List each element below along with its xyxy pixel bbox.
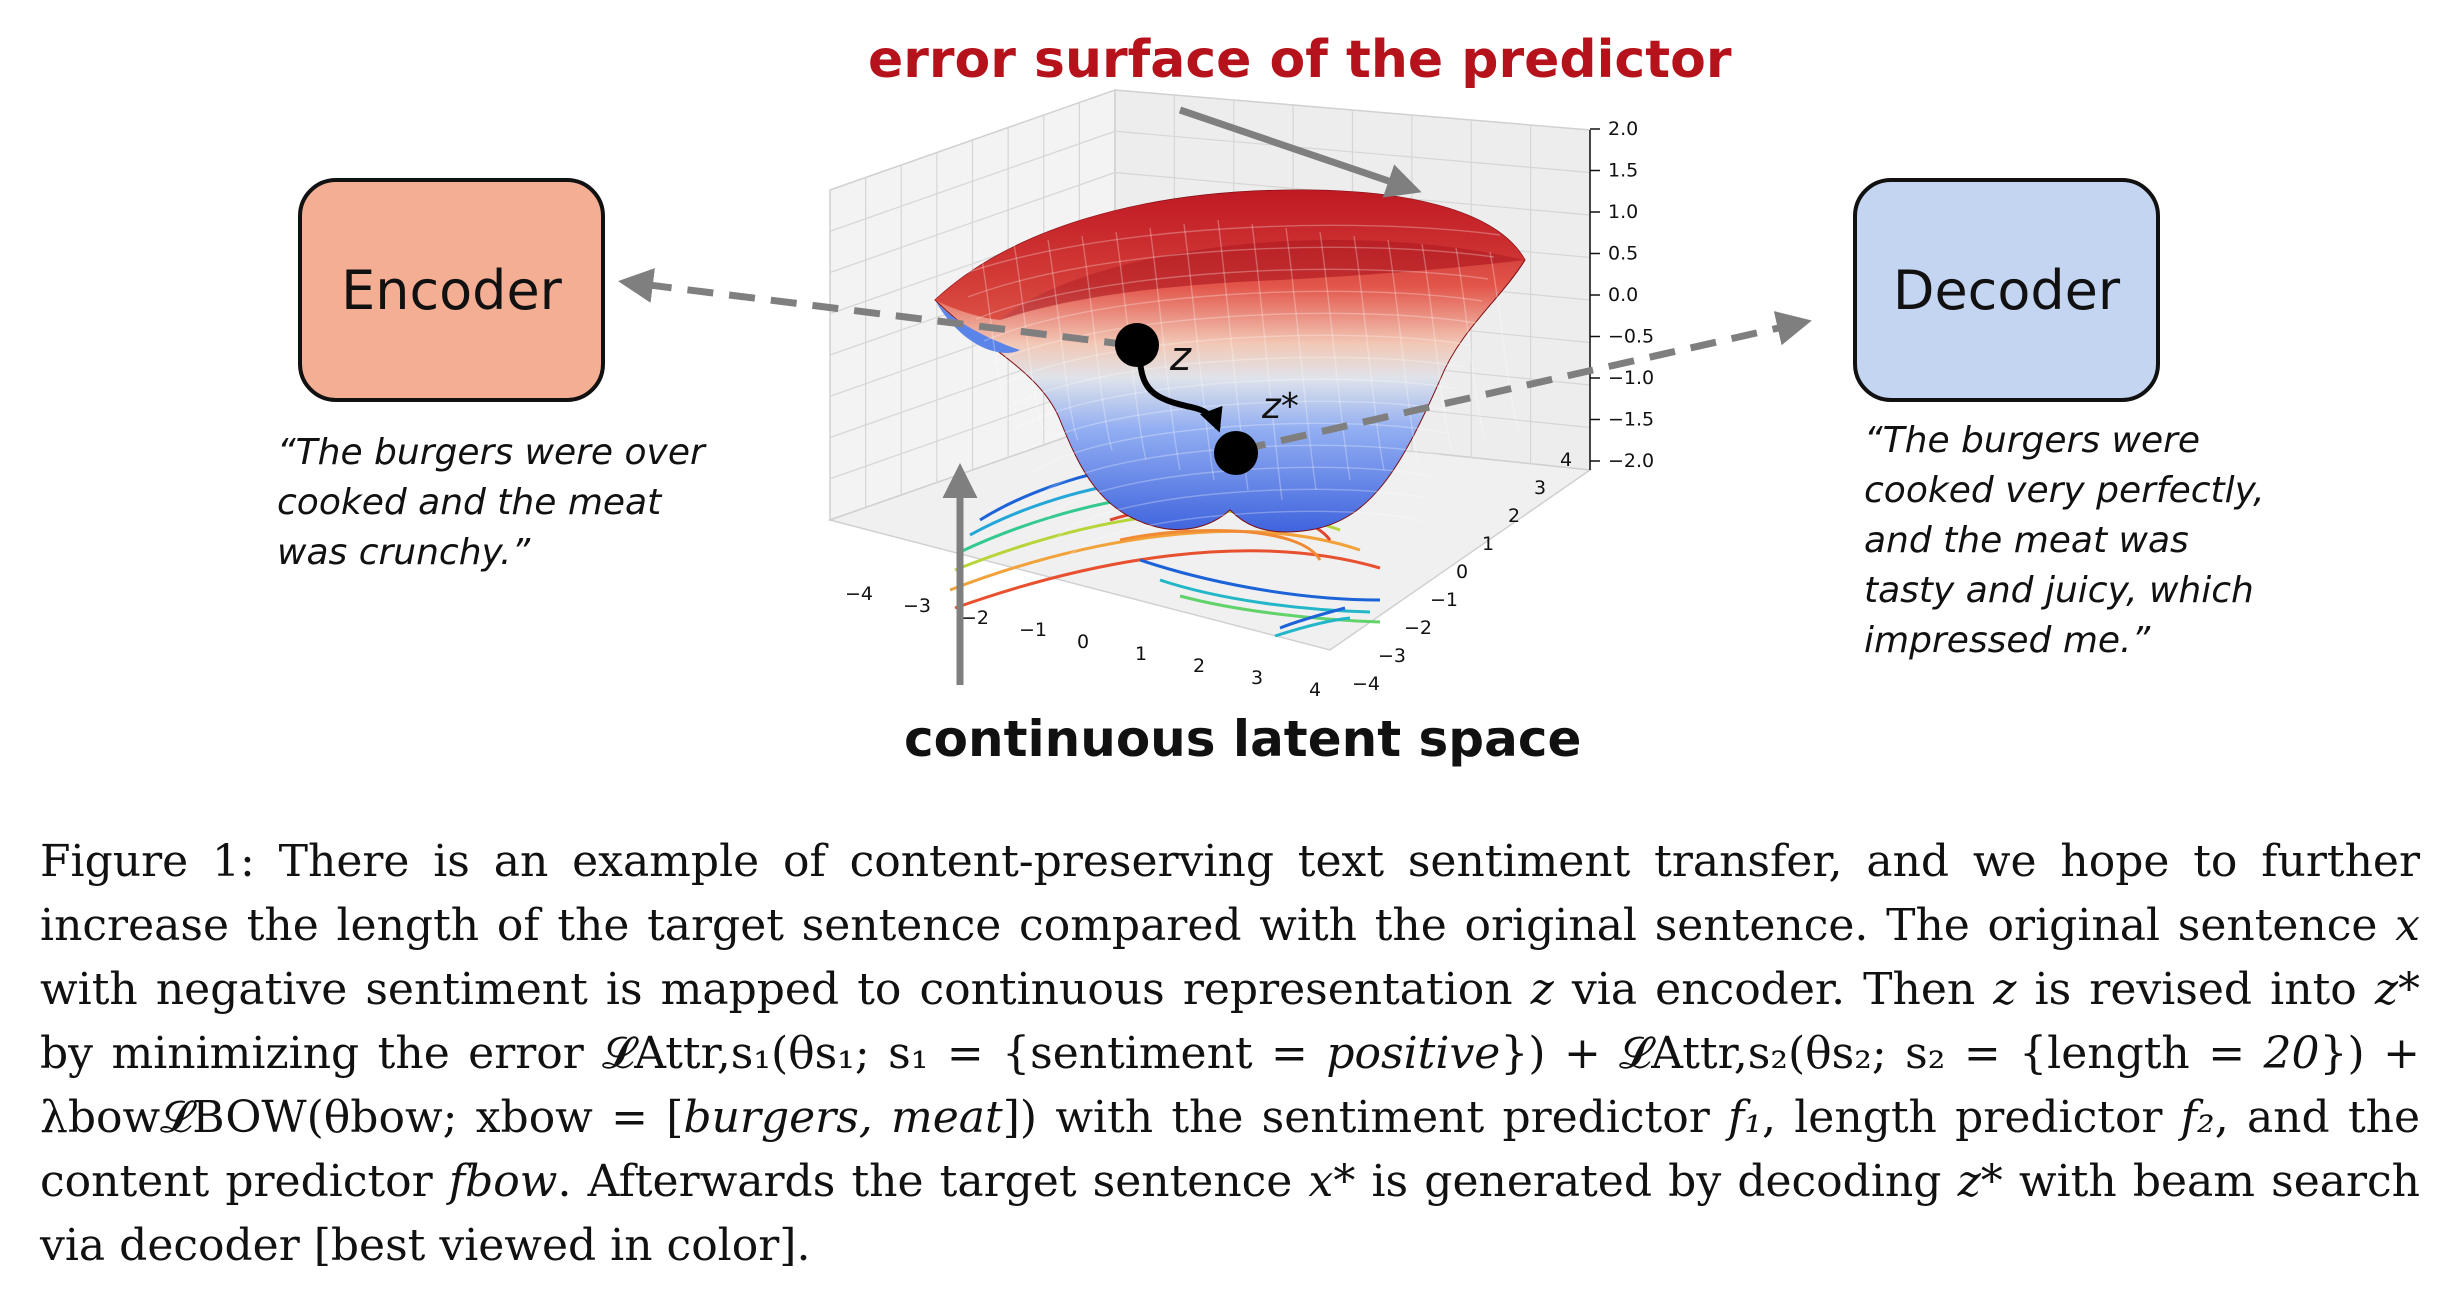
y-tick-label: −1 (1430, 589, 1458, 611)
caption-text: with beam search via decoder [best viewe… (40, 1156, 2420, 1271)
caption-formula: 𝓛Attr,s₁(θs₁; s₁ = {sentiment = (602, 1028, 1327, 1079)
z-star-point (1214, 431, 1258, 475)
caption-formula: positive (1326, 1028, 1501, 1079)
caption-var: z* (2374, 964, 2420, 1015)
caption-var: fbow (448, 1156, 558, 1207)
x-tick-label: −3 (903, 595, 931, 617)
caption-var: f₂ (2180, 1092, 2215, 1143)
encoder-quote-line: was crunchy.” (277, 532, 531, 573)
latent-space-label: continuous latent space (904, 710, 1582, 768)
y-tick-label: 4 (1560, 449, 1572, 471)
z-tick-label: −1.0 (1608, 367, 1654, 389)
z-point (1115, 323, 1159, 367)
x-tick-label: 1 (1135, 643, 1147, 665)
caption-text: , length predictor (1761, 1092, 2181, 1143)
caption-text: by minimizing the error (40, 1028, 603, 1079)
encoder-quote-line: cooked and the meat (277, 482, 662, 523)
optimization-arrow (1137, 354, 1223, 433)
z-tick-label: −1.5 (1608, 409, 1654, 431)
caption-lead: Figure 1: There is an example of content… (40, 836, 2420, 951)
z-tick-label: 0.0 (1608, 284, 1638, 306)
encoder-label: Encoder (341, 258, 562, 322)
encoder-box: Encoder (298, 178, 605, 402)
encoder-dashed-arrow (618, 268, 1131, 349)
x-tick-label: 4 (1309, 679, 1321, 701)
caption-var: z* (1957, 1156, 2003, 1207)
x-tick-label: −1 (1019, 619, 1047, 641)
caption-var: z (1993, 964, 2017, 1015)
decoder-dashed-arrow (1239, 311, 1812, 454)
y-tick-label: −2 (1404, 617, 1432, 639)
encoder-quote-line: “The burgers were over (277, 432, 705, 473)
y-tick-label: −4 (1352, 673, 1380, 695)
decoder-label: Decoder (1892, 258, 2121, 322)
x-tick-label: −4 (845, 583, 873, 605)
x-tick-label: 2 (1193, 655, 1205, 677)
y-tick-label: 3 (1534, 477, 1546, 499)
y-tick-label: 1 (1482, 533, 1494, 555)
caption-var: x* (1308, 1156, 1356, 1207)
caption-var: z (1530, 964, 1554, 1015)
x-tick-label: 3 (1251, 667, 1263, 689)
encoder-input-quote: “The burgers were over cooked and the me… (277, 428, 717, 578)
z-point-label: z (1169, 334, 1192, 380)
z-tick-label: −2.0 (1608, 450, 1654, 472)
title-pointer-arrow (1178, 106, 1422, 198)
z-axis-ticks: 2.0 1.5 1.0 0.5 0.0 −0.5 −1.0 −1.5 −2.0 (1590, 118, 1654, 472)
decoder-quote-line: and the meat was (1864, 520, 2189, 561)
y-tick-label: 2 (1508, 505, 1520, 527)
caption-formula: ]) (1002, 1092, 1038, 1143)
caption-text: is generated by decoding (1355, 1156, 1958, 1207)
caption-formula: }) + 𝓛Attr,s₂(θs₂; s₂ = {length = (1500, 1028, 2264, 1079)
x-axis-ticks: −4 −3 −2 −1 0 1 2 3 4 (845, 583, 1321, 701)
caption-text: is revised into (2016, 964, 2375, 1015)
x-tick-label: −2 (961, 607, 989, 629)
z-tick-label: 2.0 (1608, 118, 1638, 140)
decoder-quote-line: tasty and juicy, which (1864, 570, 2254, 611)
caption-text: . Afterwards the target sentence (557, 1156, 1309, 1207)
z-tick-label: 1.0 (1608, 201, 1638, 223)
caption-formula: 20 (2263, 1028, 2320, 1079)
caption-text: , and the content predictor (40, 1092, 2421, 1207)
caption-formula: }) + λbow𝓛BOW(θbow; xbow = [ (40, 1028, 2421, 1143)
caption-text: with negative sentiment is mapped to con… (40, 964, 1531, 1015)
x-tick-label: 0 (1077, 631, 1089, 653)
caption-text: via encoder. Then (1553, 964, 1994, 1015)
caption-text: with the sentiment predictor (1037, 1092, 1729, 1143)
figure-caption: Figure 1: There is an example of content… (40, 830, 2420, 1278)
z-tick-label: 0.5 (1608, 243, 1638, 265)
decoder-output-quote: “The burgers were cooked very perfectly,… (1864, 416, 2344, 666)
caption-var: x (2395, 900, 2420, 951)
decoder-quote-line: cooked very perfectly, (1864, 470, 2265, 511)
caption-formula: burgers, meat (683, 1092, 1003, 1143)
diagram-title: error surface of the predictor (868, 30, 1732, 90)
z-tick-label: −0.5 (1608, 326, 1654, 348)
y-tick-label: −3 (1378, 645, 1406, 667)
caption-var: f₁ (1728, 1092, 1762, 1143)
decoder-box: Decoder (1853, 178, 2160, 402)
error-surface (934, 189, 1526, 562)
decoder-quote-line: “The burgers were (1864, 420, 2201, 461)
decoder-quote-line: impressed me.” (1864, 620, 2151, 661)
z-tick-label: 1.5 (1608, 160, 1638, 182)
z-star-point-label: z* (1261, 386, 1299, 427)
y-tick-label: 0 (1456, 561, 1468, 583)
